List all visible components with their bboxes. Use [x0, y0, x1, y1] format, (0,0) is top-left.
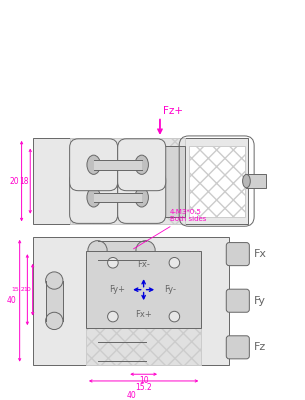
FancyBboxPatch shape — [226, 336, 249, 359]
Ellipse shape — [87, 155, 100, 174]
Text: 40: 40 — [126, 390, 136, 400]
Bar — [70, 217, 185, 224]
Text: 10: 10 — [23, 287, 31, 292]
Bar — [86, 251, 201, 328]
Bar — [246, 174, 266, 188]
Bar — [98, 342, 145, 361]
FancyBboxPatch shape — [70, 139, 118, 191]
Text: 10: 10 — [139, 376, 149, 385]
Text: 15.2: 15.2 — [135, 383, 152, 392]
Bar — [70, 138, 185, 146]
FancyBboxPatch shape — [226, 242, 249, 266]
Bar — [86, 328, 201, 365]
Ellipse shape — [46, 312, 63, 330]
Text: Fx: Fx — [254, 249, 267, 259]
Text: Fy+: Fy+ — [109, 285, 125, 294]
Text: Fx-: Fx- — [137, 260, 150, 269]
Text: 15.2: 15.2 — [12, 287, 25, 292]
Text: Fy-: Fy- — [164, 285, 177, 294]
Bar — [94, 160, 142, 170]
Text: 4-M3*0.5
Both sides: 4-M3*0.5 Both sides — [134, 210, 206, 249]
Bar — [70, 146, 185, 217]
Ellipse shape — [136, 241, 155, 260]
Ellipse shape — [88, 342, 107, 361]
Ellipse shape — [242, 174, 250, 188]
Text: 40: 40 — [7, 296, 17, 305]
Ellipse shape — [46, 272, 63, 289]
Bar — [98, 241, 145, 260]
Ellipse shape — [135, 188, 149, 207]
Ellipse shape — [87, 188, 100, 207]
Text: Fy: Fy — [254, 296, 266, 306]
Bar — [33, 237, 229, 365]
Text: Fz: Fz — [254, 342, 266, 352]
Text: 20: 20 — [9, 176, 19, 186]
Bar — [46, 280, 63, 321]
Circle shape — [169, 311, 180, 322]
Text: Fx+: Fx+ — [135, 310, 152, 319]
FancyBboxPatch shape — [118, 172, 166, 223]
Bar — [94, 193, 142, 202]
Bar — [33, 138, 248, 224]
Bar — [189, 146, 245, 217]
Ellipse shape — [136, 342, 155, 361]
Text: 18: 18 — [19, 176, 28, 186]
Text: Fz+: Fz+ — [163, 106, 183, 116]
FancyBboxPatch shape — [118, 139, 166, 191]
Circle shape — [108, 311, 118, 322]
Circle shape — [108, 258, 118, 268]
Ellipse shape — [88, 241, 107, 260]
Circle shape — [169, 258, 180, 268]
FancyBboxPatch shape — [70, 172, 118, 223]
FancyBboxPatch shape — [226, 289, 249, 312]
Ellipse shape — [135, 155, 149, 174]
